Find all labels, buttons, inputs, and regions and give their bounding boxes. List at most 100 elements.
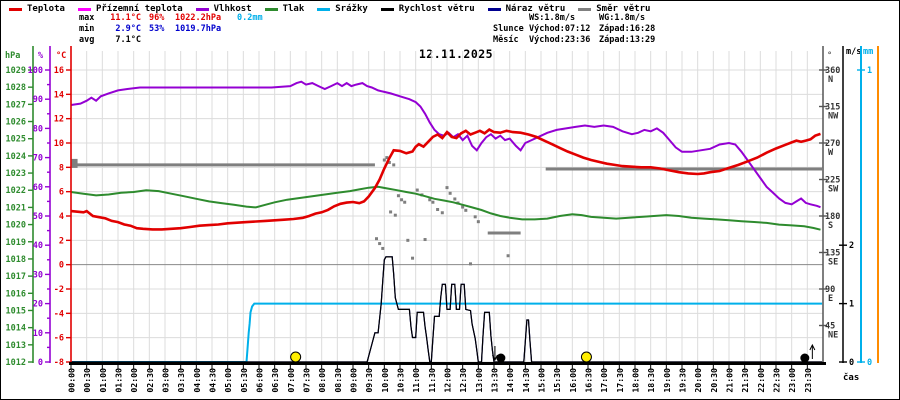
svg-text:02:00: 02:00	[129, 368, 139, 393]
legend-item-srazky[interactable]: Srážky	[317, 4, 368, 14]
svg-text:-2: -2	[54, 285, 64, 295]
legend-item-vlhkost[interactable]: Vlhkost	[195, 4, 252, 14]
svg-text:20: 20	[33, 300, 43, 310]
prizemni-teplota-swatch-icon	[77, 7, 91, 11]
rain-series	[71, 302, 823, 363]
sun-marker-icon	[290, 351, 302, 363]
svg-text:hPa: hPa	[5, 51, 20, 61]
svg-text:1017: 1017	[6, 272, 26, 282]
svg-text:0: 0	[867, 358, 872, 368]
svg-text:N: N	[828, 75, 833, 85]
svg-text:03:30: 03:30	[176, 368, 186, 393]
stat-max-pressure: 1022.2hPa	[175, 13, 222, 23]
legend-item-smer-vetru[interactable]: Směr větru	[578, 4, 650, 14]
legend-label: Rychlost větru	[398, 4, 475, 14]
legend-label: Přízemní teplota	[95, 4, 183, 14]
legend-label: Teplota	[27, 4, 65, 14]
svg-text:19:30: 19:30	[678, 368, 688, 393]
chart-date-title: 12.11.2025	[418, 47, 494, 61]
svg-text:00:00: 00:00	[67, 368, 77, 393]
svg-text:225: 225	[825, 176, 840, 186]
svg-text:23:30: 23:30	[803, 368, 813, 393]
vlhkost-swatch-icon	[195, 7, 209, 11]
svg-text:135: 135	[825, 249, 840, 259]
svg-text:m/s: m/s	[846, 47, 861, 57]
stats-row-avg: avg 7.1°C	[79, 35, 263, 46]
svg-text:70: 70	[33, 154, 43, 164]
legend-item-naraz-vetru[interactable]: Náraz větru	[487, 4, 566, 14]
svg-text:180: 180	[825, 212, 840, 222]
svg-text:09:30: 09:30	[364, 368, 374, 393]
svg-text:1018: 1018	[6, 255, 26, 265]
svg-text:8: 8	[59, 163, 64, 173]
svg-text:09:00: 09:00	[349, 368, 359, 393]
stat-min-humidity: 53%	[149, 24, 165, 34]
svg-text:14: 14	[54, 90, 64, 100]
svg-text:360: 360	[825, 66, 840, 76]
naraz-vetru-swatch-icon	[487, 7, 501, 11]
svg-text:1013: 1013	[6, 341, 26, 351]
moon-times-row: Měsíc Východ:23:36 Západ:13:29	[493, 35, 655, 46]
legend-item-rychlost-vetru[interactable]: Rychlost větru	[380, 4, 475, 14]
wind-speed-series	[71, 256, 823, 363]
svg-text:1016: 1016	[6, 289, 26, 299]
stat-min-pressure: 1019.7hPa	[175, 24, 222, 34]
svg-text:20:30: 20:30	[709, 368, 719, 393]
stat-label: min	[79, 24, 95, 34]
svg-text:10: 10	[33, 329, 43, 339]
svg-text:-8: -8	[54, 358, 64, 368]
svg-text:18:30: 18:30	[646, 368, 656, 393]
sun-moon-markers	[290, 343, 816, 363]
svg-text:14:00: 14:00	[505, 368, 515, 393]
svg-text:NE: NE	[828, 331, 838, 341]
svg-text:1024: 1024	[6, 152, 26, 162]
stats-row-min: min 2.9°C 53% 1019.7hPa	[79, 24, 263, 35]
svg-text:270: 270	[825, 139, 840, 149]
svg-text:16:00: 16:00	[568, 368, 578, 393]
svg-text:12:00: 12:00	[443, 368, 453, 393]
rychlost-vetru-swatch-icon	[380, 7, 394, 11]
wind-speed-max: WS:1.8m/s	[529, 13, 576, 23]
moonset-time: Západ:13:29	[599, 35, 656, 45]
svg-text:1028: 1028	[6, 83, 26, 93]
svg-text:W: W	[828, 148, 834, 158]
teplota-swatch-icon	[9, 7, 22, 11]
svg-text:mm: mm	[863, 47, 873, 57]
legend-label: Náraz větru	[505, 4, 566, 14]
stat-min-temp: 2.9°C	[115, 24, 141, 34]
svg-text:18:00: 18:00	[631, 368, 641, 393]
sun-times-row: Slunce Východ:07:12 Západ:16:28	[493, 24, 655, 35]
stat-label: max	[79, 13, 95, 23]
svg-text:1: 1	[849, 300, 854, 310]
pressure-series	[70, 185, 821, 231]
svg-text:11:30: 11:30	[427, 368, 437, 393]
svg-text:80: 80	[33, 124, 43, 134]
stat-max-humidity: 96%	[149, 13, 165, 23]
svg-text:1014: 1014	[6, 324, 26, 334]
temperature-series	[70, 128, 821, 231]
svg-text:1025: 1025	[6, 135, 26, 145]
daily-stats: max 11.1°C 96% 1022.2hPa 0.2mm min 2.9°C…	[79, 13, 263, 46]
legend-item-teplota[interactable]: Teplota	[9, 4, 65, 14]
svg-text:01:00: 01:00	[98, 368, 108, 393]
svg-text:06:00: 06:00	[255, 368, 265, 393]
svg-text:2: 2	[59, 236, 64, 246]
sunrise-time: Východ:07:12	[529, 24, 591, 34]
stat-avg-temp: 7.1°C	[115, 35, 141, 45]
svg-text:30: 30	[33, 270, 43, 280]
svg-text:90: 90	[33, 95, 43, 105]
svg-text:0: 0	[59, 261, 64, 271]
sunset-time: Západ:16:28	[599, 24, 656, 34]
svg-text:13:00: 13:00	[474, 368, 484, 393]
svg-text:60: 60	[33, 183, 43, 193]
wind-summary-row: WS:1.8m/s WG:1.8m/s	[493, 13, 655, 24]
svg-text:1022: 1022	[6, 186, 26, 196]
legend-item-prizemni-teplota[interactable]: Přízemní teplota	[77, 4, 183, 14]
legend-label: Srážky	[335, 4, 368, 14]
moonset-arrow-icon	[491, 354, 498, 362]
svg-text:°C: °C	[56, 51, 66, 61]
humidity-series	[70, 80, 821, 209]
legend-item-tlak[interactable]: Tlak	[264, 4, 304, 14]
